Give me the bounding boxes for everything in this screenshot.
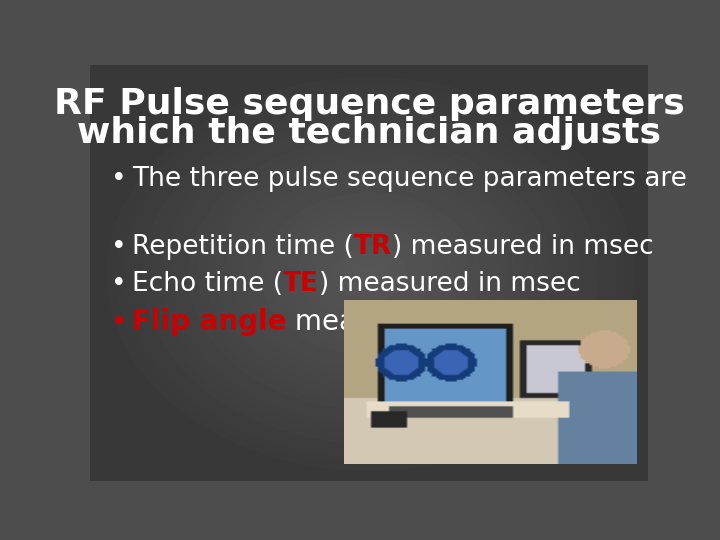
- Text: TR: TR: [354, 234, 392, 260]
- Text: RF Pulse sequence parameters: RF Pulse sequence parameters: [53, 87, 685, 122]
- Text: •: •: [111, 271, 127, 298]
- Text: TE: TE: [283, 271, 319, 298]
- Text: Flip angle: Flip angle: [132, 308, 287, 336]
- Text: •: •: [111, 308, 127, 336]
- Text: •: •: [111, 234, 127, 260]
- Text: The three pulse sequence parameters are: The three pulse sequence parameters are: [132, 166, 687, 192]
- Text: Echo time (: Echo time (: [132, 271, 283, 298]
- Text: ) measured in msec: ) measured in msec: [319, 271, 580, 298]
- Text: •: •: [111, 166, 127, 192]
- Text: measured in degrees: measured in degrees: [287, 308, 589, 336]
- Text: which the technician adjusts: which the technician adjusts: [77, 117, 661, 151]
- Text: Repetition time (: Repetition time (: [132, 234, 354, 260]
- Text: ) measured in msec: ) measured in msec: [392, 234, 654, 260]
